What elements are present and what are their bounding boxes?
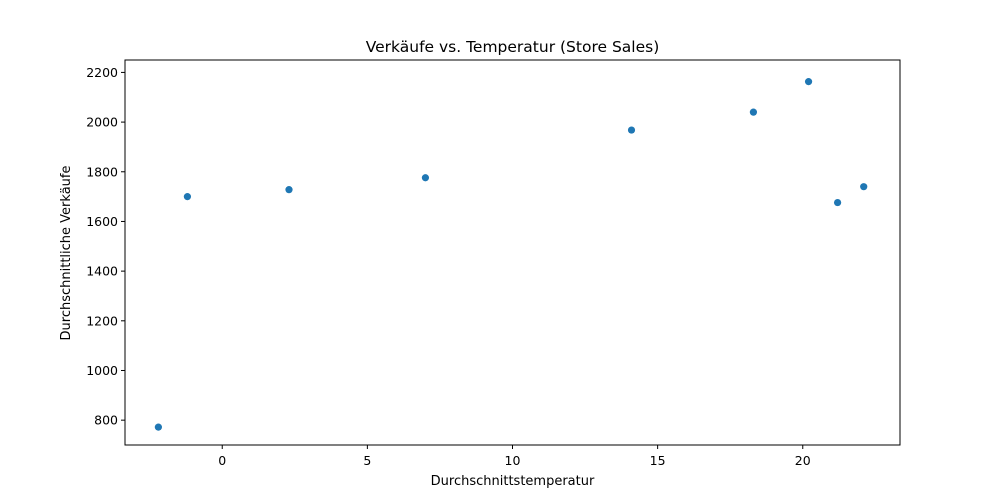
y-tick-label: 1000 <box>86 363 118 378</box>
data-point <box>154 423 162 431</box>
data-point <box>627 126 636 134</box>
y-axis-label: Durchschnittliche Verkäufe <box>59 166 74 341</box>
x-tick-label: 10 <box>505 453 521 468</box>
data-point <box>749 108 758 116</box>
data-point <box>421 174 430 182</box>
data-point <box>183 193 192 201</box>
y-tick-label: 1200 <box>86 313 118 328</box>
y-tick-label: 2200 <box>86 65 118 80</box>
x-tick-label: 5 <box>363 453 371 468</box>
y-tick-label: 800 <box>94 413 118 428</box>
x-tick-label: 0 <box>218 453 226 468</box>
y-tick-label: 1800 <box>86 164 118 179</box>
data-point <box>833 198 842 207</box>
x-tick-label: 20 <box>795 453 811 468</box>
plot-area: 0 5 10 15 20 800 1000 1200 1400 1600 1800 2000 2200 <box>86 59 901 468</box>
chart-title: Verkäufe vs. Temperatur (Store Sales) <box>366 38 660 56</box>
y-tick-label: 2000 <box>86 115 118 130</box>
data-point <box>860 183 868 191</box>
data-point <box>804 78 813 86</box>
y-tick-label: 1600 <box>86 214 118 229</box>
data-point <box>285 186 293 194</box>
x-tick-label: 15 <box>650 453 666 468</box>
x-axis-label: Durchschnittstemperatur <box>431 474 595 489</box>
y-tick-label: 1400 <box>86 264 118 279</box>
axes-frame <box>124 59 901 446</box>
